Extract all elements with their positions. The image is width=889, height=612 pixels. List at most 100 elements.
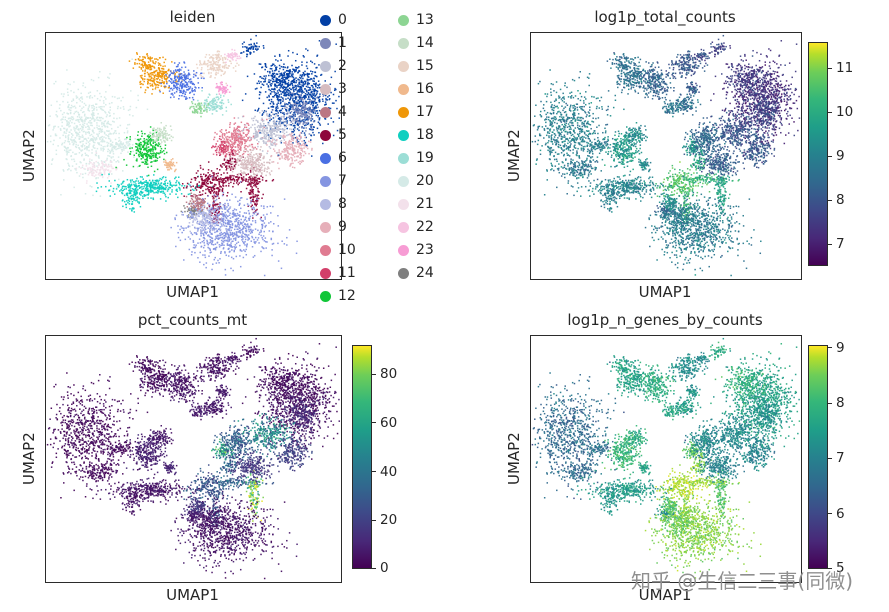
xlabel-log1p-n-genes-by-counts: UMAP1 [638,586,692,604]
legend-item-4: 4 [320,104,347,120]
viridis-gradient [808,345,828,569]
umap-plot-pct-counts-mt [45,335,342,583]
viridis-gradient [808,42,828,266]
legend-label: 23 [416,242,434,258]
colorbar-tick [372,471,376,473]
umap-scatter-leiden-canvas [46,33,341,279]
legend-label: 15 [416,58,434,74]
legend-color-dot [398,60,409,72]
colorbar-log1p-total-counts: 7 8 9 10 11 [808,42,853,266]
legend-label: 18 [416,127,434,143]
legend-label: 14 [416,35,434,51]
colorbar-tick [828,567,832,569]
legend-label: 22 [416,219,434,235]
panel-title-leiden: leiden [169,8,216,26]
legend-item-11: 11 [320,265,356,281]
legend-item-3: 3 [320,81,347,97]
legend-label: 24 [416,265,434,281]
legend-label: 9 [338,219,347,235]
legend-color-dot [320,106,331,118]
legend-item-21: 21 [398,196,434,212]
ylabel-pct-counts-mt: UMAP2 [20,432,38,485]
legend-label: 20 [416,173,434,189]
legend-item-16: 16 [398,81,434,97]
legend-color-dot [398,221,409,233]
legend-label: 5 [338,127,347,143]
colorbar-tick-label: 8 [836,395,845,412]
colorbar-tick-label: 6 [836,505,845,522]
watermark: 知乎 @生信二三事(同微) [631,569,853,593]
legend-item-20: 20 [398,173,434,189]
colorbar-pct-counts-mt: 0 20 40 60 80 [352,345,397,576]
legend-item-2: 2 [320,58,347,74]
umap-scatter-pct-counts-mt-canvas [46,336,341,582]
legend-item-5: 5 [320,127,347,143]
legend-item-18: 18 [398,127,434,143]
panel-title-pct-counts-mt: pct_counts_mt [137,311,248,329]
legend-item-17: 17 [398,104,434,120]
colorbar-tick [828,155,832,157]
umap-scatter-log1p-n-genes-by-counts-canvas [531,336,801,582]
legend-color-dot [398,152,409,164]
legend-color-dot [320,37,331,49]
colorbar-log1p-n-genes-by-counts: 5 6 7 8 9 [808,340,845,576]
legend-label: 10 [338,242,356,258]
colorbar-tick-label: 9 [836,339,845,356]
colorbar-tick-label: 9 [836,148,845,165]
ylabel-log1p-total-counts: UMAP2 [505,129,523,182]
colorbar-tick [828,67,832,69]
legend-color-dot [398,37,409,49]
colorbar-tick [828,111,832,113]
xlabel-log1p-total-counts: UMAP1 [638,283,692,301]
colorbar-tick-label: 11 [836,60,854,77]
legend-color-dot [320,152,331,164]
colorbar-tick [828,402,832,404]
colorbar-tick [372,519,376,521]
colorbar-tick-label: 0 [380,560,389,576]
legend-color-dot [398,106,409,118]
colorbar-tick [372,422,376,424]
colorbar-tick-label: 80 [380,366,398,383]
colorbar-tick-label: 8 [836,192,845,209]
legend-item-22: 22 [398,219,434,235]
panel-title-log1p-total-counts: log1p_total_counts [594,8,736,26]
leiden-legend: 0 1 2 3 4 5 6 7 8 9 10 11 12 13 14 15 16 17 18 19 20 21 22 23 24 [320,10,490,310]
legend-color-dot [398,83,409,95]
legend-item-23: 23 [398,242,434,258]
colorbar-tick-label: 7 [836,450,845,467]
legend-item-13: 13 [398,12,434,28]
legend-item-0: 0 [320,12,347,28]
umap-plot-leiden [45,32,342,280]
colorbar-tick [828,457,832,459]
legend-color-dot [320,290,331,302]
colorbar-tick [828,513,832,515]
ylabel-log1p-n-genes-by-counts: UMAP2 [505,432,523,485]
umap-scatter-log1p-total-counts-canvas [531,33,801,279]
legend-color-dot [320,60,331,72]
legend-color-dot [320,83,331,95]
legend-color-dot [398,244,409,256]
legend-color-dot [398,198,409,210]
legend-item-24: 24 [398,265,434,281]
xlabel-leiden: UMAP1 [166,283,219,301]
panel-title-log1p-n-genes-by-counts: log1p_n_genes_by_counts [567,311,763,329]
legend-color-dot [320,221,331,233]
legend-label: 6 [338,150,347,166]
ylabel-leiden: UMAP2 [20,129,38,182]
colorbar-tick-label: 7 [836,236,845,253]
legend-item-7: 7 [320,173,347,189]
legend-label: 8 [338,196,347,212]
xlabel-pct-counts-mt: UMAP1 [166,586,219,604]
legend-color-dot [320,175,331,187]
legend-label: 16 [416,81,434,97]
legend-label: 13 [416,12,434,28]
legend-label: 7 [338,173,347,189]
legend-label: 2 [338,58,347,74]
colorbar-tick [828,347,832,349]
legend-color-dot [320,244,331,256]
umap-plot-log1p-total-counts [530,32,802,280]
colorbar-tick-label: 40 [380,463,398,480]
legend-item-10: 10 [320,242,356,258]
legend-label: 12 [338,288,356,304]
